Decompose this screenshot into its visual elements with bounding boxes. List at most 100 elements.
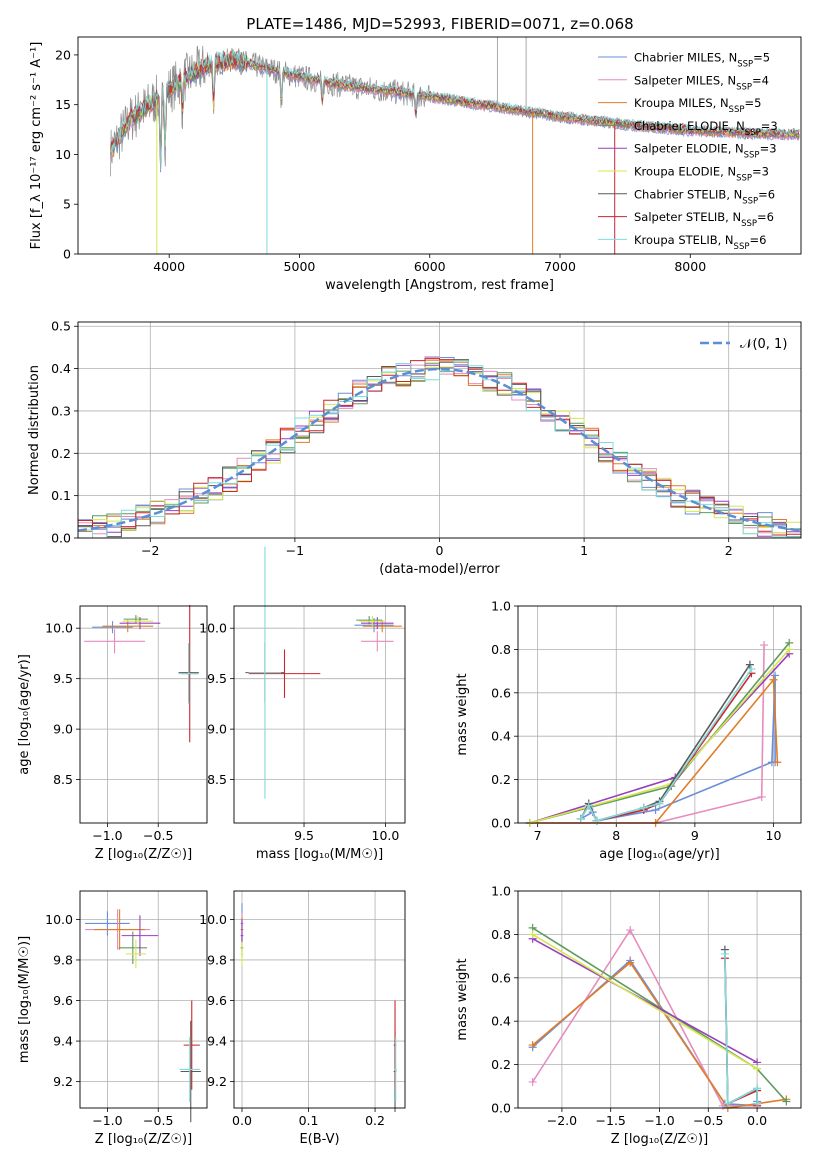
y-tick-label: 0.8 bbox=[491, 642, 511, 657]
y-tick-label: 0.4 bbox=[491, 729, 511, 744]
mass-weight-line bbox=[580, 664, 751, 822]
x-tick-label: 8000 bbox=[674, 259, 706, 274]
mass-weight-line bbox=[532, 959, 758, 1107]
x-tick-label: −2.0 bbox=[547, 1113, 577, 1128]
y-tick-label: 0.5 bbox=[51, 319, 71, 334]
legend-label: Salpeter MILES, NSSP=4 bbox=[634, 73, 769, 92]
mass-weight-marker bbox=[592, 816, 601, 825]
axes-frame bbox=[77, 321, 802, 539]
y-tick-label: 10.0 bbox=[199, 912, 227, 927]
mass-weight-line bbox=[724, 958, 758, 1106]
x-tick-label: 0.0 bbox=[747, 1113, 767, 1128]
mass-weight-marker bbox=[757, 792, 766, 801]
mass-weight-marker bbox=[782, 1097, 791, 1106]
chart-massweight-vs-age: 7 8 9 10 0.0 0.2 0.4 0.6 0.8 1.0 age [log₁₀(age/yr… bbox=[455, 599, 802, 862]
y-tick-label: 0.4 bbox=[51, 361, 71, 376]
y-tick-label: 9.0 bbox=[207, 722, 227, 737]
axes-frame bbox=[517, 890, 802, 1109]
x-tick-label: 9 bbox=[691, 828, 699, 843]
y-tick-label: 0.3 bbox=[51, 403, 71, 418]
x-tick-label: 9.5 bbox=[294, 828, 314, 843]
y-tick-label: 5 bbox=[63, 197, 71, 212]
y-tick-label: 1.0 bbox=[491, 599, 511, 614]
mass-weight-marker bbox=[773, 758, 782, 767]
mass-weight-marker bbox=[745, 660, 754, 669]
residual-histogram bbox=[78, 359, 801, 538]
y-axis-label: Normed distribution bbox=[27, 365, 42, 495]
mass-weight-marker bbox=[753, 1099, 762, 1108]
legend-label: Chabrier MILES, NSSP=5 bbox=[634, 51, 770, 70]
x-tick-label: 2 bbox=[725, 543, 733, 558]
y-tick-label: 0.6 bbox=[491, 685, 511, 700]
chart-massweight-vs-Z: −2.0 −1.5 −1.0 −0.5 0.0 0.0 0.2 0.4 0.6 0.8 1.0 Z [… bbox=[455, 884, 802, 1147]
y-tick-label: 10.0 bbox=[45, 912, 73, 927]
mass-weight-marker bbox=[720, 949, 729, 958]
y-tick-label: 15 bbox=[55, 97, 71, 112]
mass-weight-marker bbox=[760, 641, 769, 650]
x-tick-label: −1.0 bbox=[644, 1113, 674, 1128]
x-axis-label: Z [log₁₀(Z/Z☉)] bbox=[611, 1132, 708, 1147]
figure-title: PLATE=1486, MJD=52993, FIBERID=0071, z=0… bbox=[246, 15, 633, 33]
mass-weight-marker bbox=[753, 1084, 762, 1093]
y-tick-label: 0.8 bbox=[491, 927, 511, 942]
y-tick-label: 9.2 bbox=[207, 1074, 227, 1089]
y-axis-label: mass weight bbox=[455, 958, 470, 1040]
mass-weight-marker bbox=[753, 1064, 762, 1073]
histogram-lines bbox=[78, 356, 801, 538]
y-tick-label: 9.8 bbox=[207, 952, 227, 967]
gaussian-curve bbox=[78, 367, 801, 532]
chart-age-vs-mass: 9.5 10.0 8.5 9.0 9.5 10.0 mass [log₁₀(M/M☉)] bbox=[199, 546, 406, 862]
legend-label: Salpeter ELODIE, NSSP=3 bbox=[634, 142, 777, 161]
y-axis-label: mass weight bbox=[455, 673, 470, 755]
y-tick-label: 9.8 bbox=[53, 952, 73, 967]
y-tick-label: 9.5 bbox=[207, 671, 227, 686]
x-tick-label: −1.0 bbox=[92, 1113, 122, 1128]
x-tick-label: 10 bbox=[766, 828, 782, 843]
y-tick-label: 0.0 bbox=[491, 816, 511, 831]
axes-frame bbox=[517, 605, 802, 824]
x-tick-label: −1.0 bbox=[92, 828, 122, 843]
mass-weight-marker bbox=[769, 675, 778, 684]
mass-weight-line bbox=[532, 933, 758, 1070]
y-tick-label: 0.2 bbox=[491, 772, 511, 787]
chart-residuals: −2 −1 0 1 2 0.0 0.1 0.2 0.3 0.4 0.5 (data-model)/er… bbox=[27, 319, 802, 577]
y-tick-label: 9.0 bbox=[53, 722, 73, 737]
legend-label: Kroupa STELIB, NSSP=6 bbox=[634, 233, 766, 252]
y-tick-label: 0.2 bbox=[51, 446, 71, 461]
x-tick-label: 10.0 bbox=[372, 828, 400, 843]
chart-spectrum: 4000 5000 6000 7000 8000 0 5 10 15 20 wavelength [… bbox=[29, 36, 802, 293]
legend-label: 𝒩(0, 1) bbox=[740, 337, 787, 352]
y-tick-label: 0.2 bbox=[491, 1057, 511, 1072]
y-tick-label: 10 bbox=[55, 147, 71, 162]
y-tick-label: 9.2 bbox=[53, 1074, 73, 1089]
mass-weight-marker bbox=[723, 1099, 732, 1108]
mass-weight-line bbox=[580, 668, 753, 822]
x-tick-label: −0.5 bbox=[143, 828, 173, 843]
mass-weight-marker bbox=[771, 671, 780, 680]
mass-weight-line bbox=[724, 953, 758, 1106]
legend-label: Chabrier ELODIE, NSSP=3 bbox=[634, 119, 778, 138]
legend-label: Kroupa ELODIE, NSSP=3 bbox=[634, 165, 769, 184]
y-tick-label: 0.0 bbox=[491, 1101, 511, 1116]
x-axis-label: Z [log₁₀(Z/Z☉)] bbox=[95, 1132, 192, 1147]
y-tick-label: 1.0 bbox=[491, 884, 511, 899]
x-tick-label: −0.5 bbox=[693, 1113, 723, 1128]
x-tick-label: −0.5 bbox=[143, 1113, 173, 1128]
x-tick-label: 4000 bbox=[153, 259, 185, 274]
mass-weight-marker bbox=[747, 664, 756, 673]
spectrum-lines bbox=[110, 37, 800, 254]
mass-weight-marker bbox=[626, 926, 635, 935]
mass-weight-marker bbox=[528, 1041, 537, 1050]
x-tick-label: 7 bbox=[534, 828, 542, 843]
x-tick-label: 6000 bbox=[414, 259, 446, 274]
x-tick-label: −2 bbox=[141, 543, 159, 558]
mass-weight-marker bbox=[528, 930, 537, 939]
x-tick-label: −1 bbox=[286, 543, 304, 558]
chart-mass-vs-ebv: 0.0 0.1 0.2 9.2 9.4 9.6 9.8 10.0 E(B-V) bbox=[199, 890, 406, 1147]
y-axis-label: age [log₁₀(age/yr)] bbox=[17, 654, 32, 775]
y-tick-label: 9.4 bbox=[53, 1034, 73, 1049]
model-spectrum-line bbox=[110, 49, 800, 171]
y-tick-label: 10.0 bbox=[199, 621, 227, 636]
mass-weight-marker bbox=[584, 801, 593, 810]
